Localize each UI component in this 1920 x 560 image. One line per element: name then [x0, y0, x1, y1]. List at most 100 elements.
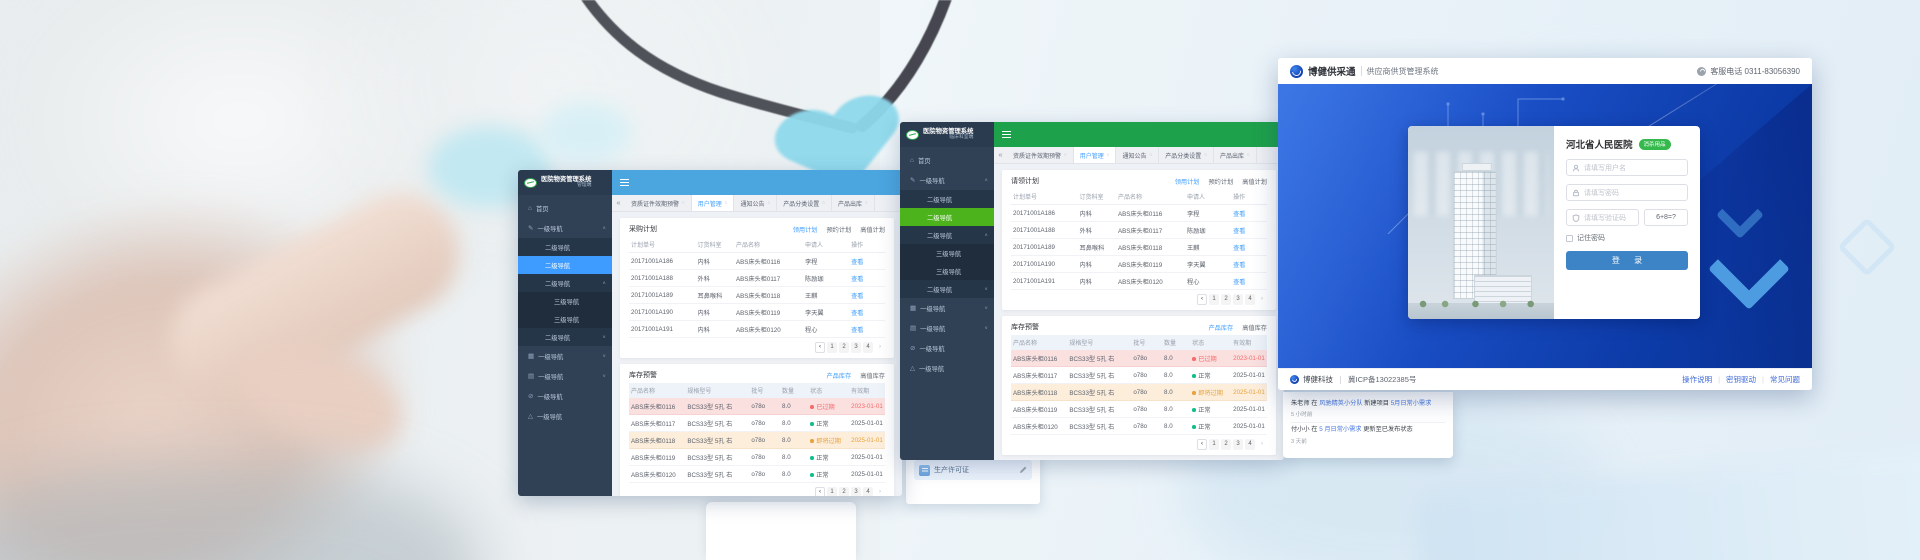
- sidebar-item[interactable]: 二级导航: [900, 208, 994, 226]
- plan-type-link[interactable]: 领用计划: [792, 226, 818, 234]
- password-field[interactable]: 请填写密码: [1566, 184, 1688, 201]
- page-button[interactable]: 4: [1245, 439, 1255, 450]
- page-button[interactable]: ›: [879, 489, 881, 495]
- page-button[interactable]: 2: [1221, 439, 1231, 450]
- page-button[interactable]: 2: [839, 342, 849, 353]
- sidebar-item[interactable]: ▤ 一级导航 ∨: [900, 318, 994, 338]
- footer-link[interactable]: 常见问题: [1770, 375, 1800, 384]
- edit-icon[interactable]: [1019, 466, 1027, 474]
- page-button[interactable]: ›: [1261, 296, 1263, 302]
- view-link[interactable]: 查看: [1231, 272, 1267, 290]
- login-button[interactable]: 登 录: [1566, 251, 1688, 270]
- sidebar-item[interactable]: 二级导航 ∧: [900, 226, 994, 244]
- workspace-tab[interactable]: 资质证件效期预警: [625, 195, 692, 211]
- feed-link[interactable]: 风驰精英小分队: [1319, 400, 1363, 407]
- view-link[interactable]: 查看: [849, 269, 885, 287]
- workspace-tab[interactable]: 用户管理: [1073, 147, 1117, 163]
- feed-item[interactable]: 朱老师 在 风驰精英小分队 新建项目 5月日常小需求 5 小时前: [1291, 397, 1445, 422]
- page-button[interactable]: 3: [851, 342, 861, 353]
- sidebar-item[interactable]: 三级导航: [518, 310, 612, 328]
- workspace-tab[interactable]: 产品出库: [1214, 147, 1257, 163]
- stock-type-link[interactable]: 产品库存: [1208, 324, 1234, 332]
- captcha-field[interactable]: 请填写验证码: [1566, 209, 1639, 226]
- sidebar-item[interactable]: 三级导航: [900, 262, 994, 280]
- captcha-question[interactable]: 6+8=?: [1644, 209, 1688, 226]
- sidebar-item[interactable]: △ 一级导航: [900, 358, 994, 378]
- sidebar-item[interactable]: ⊘ 一级导航: [900, 338, 994, 358]
- footer-link[interactable]: 操作说明: [1682, 375, 1713, 384]
- page-button[interactable]: 2: [839, 487, 849, 496]
- workspace-tab[interactable]: 通知公告: [734, 195, 778, 211]
- workspace-tab[interactable]: 产品分类设置: [1159, 147, 1214, 163]
- page-button[interactable]: ‹: [815, 342, 825, 353]
- page-button[interactable]: 4: [863, 342, 873, 353]
- workspace-tab[interactable]: 通知公告: [1116, 147, 1160, 163]
- view-link[interactable]: 查看: [1231, 238, 1267, 256]
- feed-link[interactable]: 5月日常小需求: [1390, 400, 1432, 407]
- page-button[interactable]: ‹: [1197, 294, 1207, 305]
- page-button[interactable]: 4: [1245, 294, 1255, 305]
- page-button[interactable]: 3: [851, 487, 861, 496]
- stock-type-link[interactable]: 产品库存: [826, 372, 852, 380]
- sidebar-item-label: 一级导航: [537, 413, 563, 421]
- sidebar-item[interactable]: 三级导航: [518, 292, 612, 310]
- sidebar-item[interactable]: 二级导航 ∨: [900, 280, 994, 298]
- stock-type-link[interactable]: 高值库存: [860, 372, 885, 380]
- view-link[interactable]: 查看: [849, 303, 885, 321]
- sidebar-item[interactable]: △ 一级导航: [518, 406, 612, 426]
- workspace-tab[interactable]: 产品出库: [832, 195, 875, 211]
- page-button[interactable]: 1: [1209, 439, 1219, 450]
- page-button[interactable]: 3: [1233, 439, 1243, 450]
- sidebar-item[interactable]: 二级导航: [518, 238, 612, 256]
- collapse-tabs-icon[interactable]: [612, 195, 625, 211]
- workspace-tab[interactable]: 资质证件效期预警: [1007, 147, 1074, 163]
- view-link[interactable]: 查看: [1231, 255, 1267, 273]
- workspace-tab[interactable]: 用户管理: [691, 195, 735, 211]
- page-button[interactable]: 3: [1233, 294, 1243, 305]
- page-button[interactable]: 1: [827, 487, 837, 496]
- sidebar-item[interactable]: ⌂ 首页: [900, 150, 994, 170]
- view-link[interactable]: 查看: [1231, 221, 1267, 239]
- page-button[interactable]: ›: [1261, 441, 1263, 447]
- sidebar-item[interactable]: ▦ 一级导航 ∨: [900, 298, 994, 318]
- view-link[interactable]: 查看: [849, 252, 885, 270]
- view-link[interactable]: 查看: [1231, 204, 1267, 222]
- sidebar-item[interactable]: 二级导航: [900, 190, 994, 208]
- sidebar-item[interactable]: ▦ 一级导航 ∨: [518, 346, 612, 366]
- feed-item[interactable]: 付小小 在 5 月日常小需求 更新至已发布状态 3 天前: [1291, 422, 1445, 448]
- collapse-tabs-icon[interactable]: [994, 147, 1007, 163]
- plan-type-link[interactable]: 高值计划: [860, 226, 885, 234]
- footer-link[interactable]: 密钥驱动: [1726, 375, 1757, 384]
- sidebar-item[interactable]: ✎ 一级导航 ∧: [900, 170, 994, 190]
- hamburger-icon[interactable]: [620, 179, 629, 186]
- plan-type-link[interactable]: 高值计划: [1242, 178, 1267, 186]
- sidebar-item[interactable]: 二级导航 ∨: [518, 328, 612, 346]
- sidebar-item[interactable]: 二级导航: [518, 256, 612, 274]
- stock-type-link[interactable]: 高值库存: [1242, 324, 1267, 332]
- sidebar-item[interactable]: ⊘ 一级导航: [518, 386, 612, 406]
- page-button[interactable]: 1: [1209, 294, 1219, 305]
- remember-checkbox[interactable]: [1566, 234, 1573, 242]
- sidebar-item[interactable]: 三级导航: [900, 244, 994, 262]
- page-button[interactable]: 1: [827, 342, 837, 353]
- view-link[interactable]: 查看: [849, 286, 885, 304]
- page-button[interactable]: ‹: [1197, 439, 1207, 450]
- page-button[interactable]: 4: [863, 487, 873, 496]
- sidebar-item[interactable]: ✎ 一级导航 ∧: [518, 218, 612, 238]
- sidebar-item[interactable]: 二级导航 ∧: [518, 274, 612, 292]
- clinic-logo-area: 医院物资管理系统 临床科室端: [900, 122, 994, 147]
- plan-type-link[interactable]: 预约计划: [1208, 178, 1234, 186]
- plan-type-link[interactable]: 预约计划: [826, 226, 852, 234]
- sidebar-item[interactable]: ⌂ 首页: [518, 198, 612, 218]
- certificate-item[interactable]: 生产许可证: [914, 460, 1032, 480]
- page-button[interactable]: 2: [1221, 294, 1231, 305]
- username-field[interactable]: 请填写用户名: [1566, 159, 1688, 176]
- plan-type-link[interactable]: 领用计划: [1174, 178, 1200, 186]
- sidebar-item[interactable]: ▤ 一级导航 ∨: [518, 366, 612, 386]
- page-button[interactable]: ›: [879, 344, 881, 350]
- page-button[interactable]: ‹: [815, 487, 825, 496]
- hamburger-icon[interactable]: [1002, 131, 1011, 138]
- feed-link[interactable]: 5 月日常小需求: [1319, 426, 1362, 434]
- workspace-tab[interactable]: 产品分类设置: [777, 195, 832, 211]
- view-link[interactable]: 查看: [849, 320, 885, 338]
